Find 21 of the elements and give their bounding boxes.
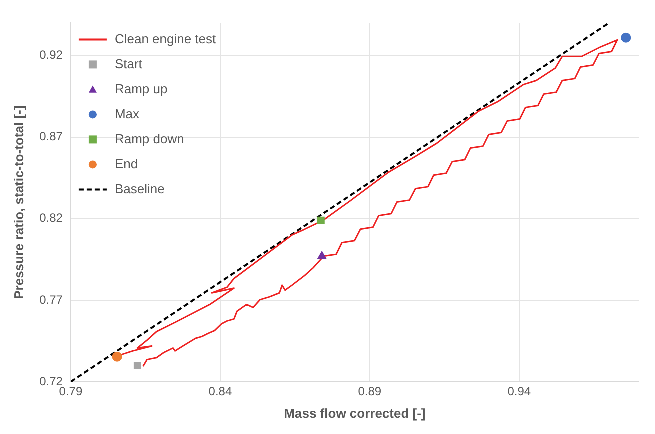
y-axis-title: Pressure ratio, static-to-total [-]	[11, 106, 26, 300]
legend-label: Ramp down	[114, 131, 184, 146]
legend-label: Max	[114, 106, 140, 122]
x-tick-label: 0.84	[208, 384, 232, 399]
y-tick-label: 0.82	[40, 211, 64, 226]
point	[318, 251, 326, 260]
y-tick-label: 0.77	[40, 292, 64, 307]
legend-label: Clean engine test	[114, 31, 217, 46]
point	[112, 352, 122, 362]
point	[318, 216, 325, 224]
legend-label: Start	[114, 56, 143, 72]
x-tick-label: 0.94	[508, 384, 532, 399]
legend-label: Baseline	[114, 181, 165, 196]
x-axis-title: Mass flow corrected [-]	[284, 406, 426, 421]
x-tick-label: 0.89	[358, 384, 382, 399]
point	[621, 32, 632, 43]
legend-label: End	[114, 156, 138, 172]
point	[134, 362, 142, 370]
y-tick-label: 0.87	[40, 130, 64, 144]
legend-label: Ramp up	[114, 81, 168, 96]
y-tick-label: 0.92	[40, 48, 64, 62]
